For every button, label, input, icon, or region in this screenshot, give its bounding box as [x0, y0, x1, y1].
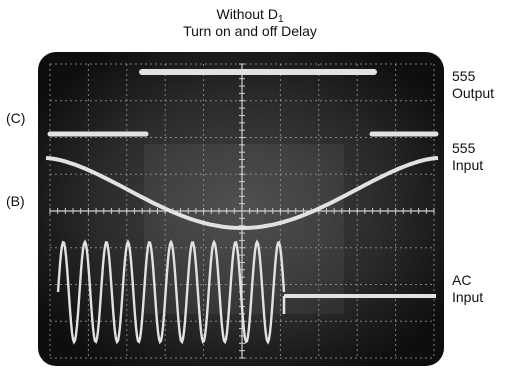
figure-title-line-1: Without D1	[100, 6, 400, 25]
trace-ac-input-sine	[56, 239, 286, 345]
label-ac-input-line1: AC	[452, 272, 472, 288]
figure-title-line-2: Turn on and off Delay	[183, 23, 317, 39]
label-b: (B)	[6, 193, 25, 209]
waveform-traces	[45, 69, 439, 345]
label-ac-input-line2: Input	[452, 289, 484, 305]
title-subscript: 1	[277, 14, 284, 25]
screen-background	[38, 52, 444, 366]
title-text: Without D	[216, 6, 278, 22]
label-555-input-line1: 555	[452, 140, 476, 156]
label-c: (C)	[6, 110, 26, 126]
trace-b-555-input	[45, 156, 439, 231]
oscilloscope-screen	[38, 52, 444, 366]
label-555-output-line2: Output	[452, 85, 495, 101]
graticule	[49, 63, 435, 359]
label-555-input-line2: Input	[452, 157, 484, 173]
label-555-output-line1: 555	[452, 68, 476, 84]
